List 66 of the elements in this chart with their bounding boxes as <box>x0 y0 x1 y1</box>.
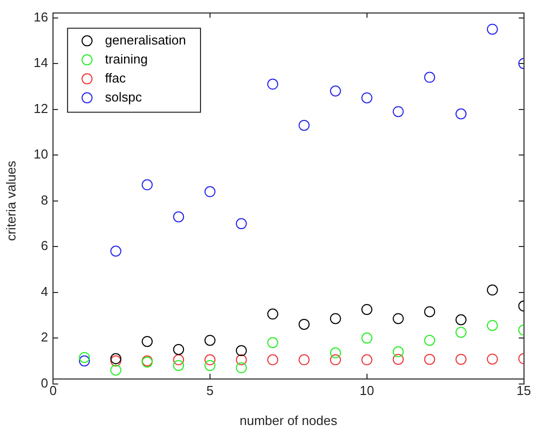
point <box>236 345 247 356</box>
point <box>142 179 153 190</box>
point <box>330 354 341 366</box>
y-tick-label: 12 <box>34 100 48 116</box>
point <box>486 320 498 331</box>
point <box>110 246 122 257</box>
y-axis-title: criteria values <box>3 160 18 241</box>
legend-label: ffac <box>105 70 126 86</box>
point <box>330 347 341 358</box>
point <box>456 326 467 338</box>
point <box>392 354 404 365</box>
point <box>236 354 247 366</box>
point <box>456 314 467 326</box>
legend-label: solspc <box>105 89 142 104</box>
point <box>267 337 278 348</box>
legend-label: generalisation <box>105 32 186 48</box>
point <box>298 354 310 366</box>
point <box>392 106 404 118</box>
y-tick-label: 14 <box>34 55 48 70</box>
point <box>361 354 372 366</box>
point <box>173 344 184 355</box>
point <box>267 78 278 90</box>
point <box>361 304 372 315</box>
point <box>330 313 341 324</box>
point <box>267 354 278 366</box>
point <box>486 24 498 35</box>
point <box>78 355 90 366</box>
y-tick-label: 16 <box>34 9 48 24</box>
y-tick-label: 2 <box>40 330 48 345</box>
point <box>236 362 247 374</box>
point <box>142 336 153 347</box>
point <box>486 354 498 365</box>
y-tick-label: 8 <box>40 192 48 208</box>
y-tick-label: 4 <box>40 284 48 299</box>
point <box>361 332 372 344</box>
y-tick-label: 6 <box>40 238 48 254</box>
point <box>424 72 436 83</box>
x-axis-title: number of nodes <box>240 412 338 428</box>
point <box>361 92 372 104</box>
point <box>456 354 467 365</box>
x-tick-label: 10 <box>360 383 374 398</box>
point <box>424 354 436 365</box>
point <box>173 211 184 222</box>
point <box>78 352 90 363</box>
point <box>236 218 247 230</box>
point <box>204 360 216 371</box>
legend-label: training <box>105 51 148 66</box>
point <box>298 120 310 131</box>
point <box>456 108 467 120</box>
point <box>204 186 216 198</box>
point <box>173 360 184 371</box>
point <box>330 86 341 96</box>
point <box>298 318 310 330</box>
x-tick-label: 5 <box>206 383 214 398</box>
y-tick-label: 10 <box>34 146 48 162</box>
point <box>204 354 216 366</box>
point <box>424 334 436 346</box>
point <box>486 284 498 296</box>
x-tick-label: 15 <box>516 383 532 398</box>
point <box>204 334 216 346</box>
point <box>424 306 436 318</box>
point <box>173 354 184 366</box>
point <box>110 364 122 376</box>
point <box>267 308 278 320</box>
point <box>392 346 404 358</box>
point <box>392 313 404 324</box>
